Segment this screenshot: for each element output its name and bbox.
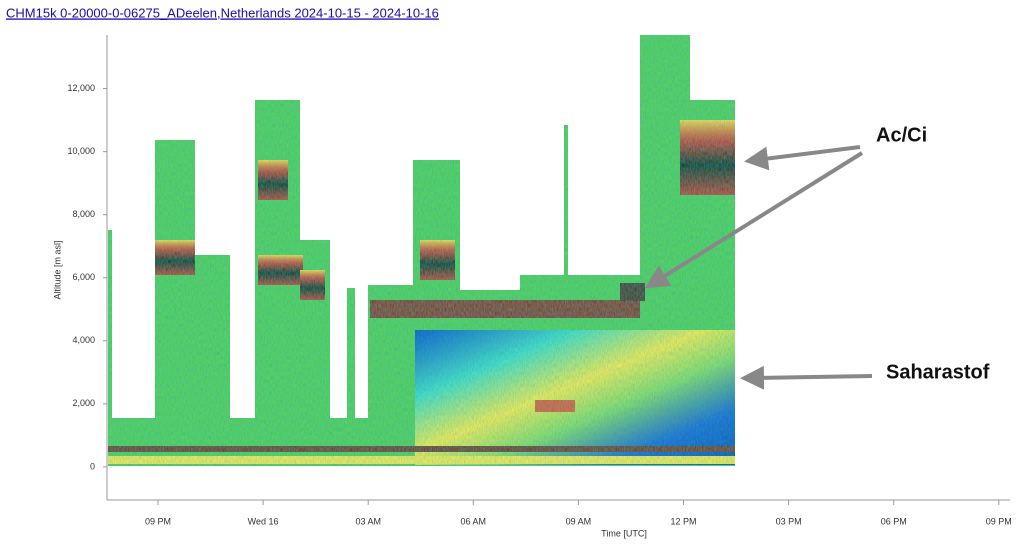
annotation: Ac/Ci [876, 124, 927, 146]
y-tick-label: 12,000 [67, 83, 95, 93]
y-axis-label: Altitude [m asl] [52, 240, 62, 299]
annotation-arrow [740, 365, 873, 390]
y-tick-label: 4,000 [72, 335, 95, 345]
annotation-arrow [744, 145, 861, 171]
x-tick-label: 09 PM [986, 516, 1012, 526]
x-tick-label: 09 PM [145, 516, 171, 526]
chart-title[interactable]: CHM15k 0-20000-0-06275_ADeelen,Netherlan… [6, 5, 439, 20]
x-tick-label: Wed 16 [248, 516, 279, 526]
annotation-arrow [644, 151, 864, 289]
annotation: Saharastof [886, 361, 990, 383]
y-tick-label: 0 [90, 461, 95, 471]
y-tick-label: 2,000 [72, 398, 95, 408]
x-tick-label: 03 PM [776, 516, 802, 526]
x-tick-label: 09 AM [566, 516, 592, 526]
backscatter-image [108, 35, 735, 466]
x-tick-label: 03 AM [355, 516, 381, 526]
y-tick-label: 10,000 [67, 146, 95, 156]
x-tick-label: 06 AM [461, 516, 487, 526]
y-tick-label: 8,000 [72, 209, 95, 219]
y-tick-label: 6,000 [72, 272, 95, 282]
x-tick-label: 06 PM [881, 516, 907, 526]
x-axis-label: Time [UTC] [601, 528, 647, 538]
x-tick-label: 12 PM [670, 516, 696, 526]
